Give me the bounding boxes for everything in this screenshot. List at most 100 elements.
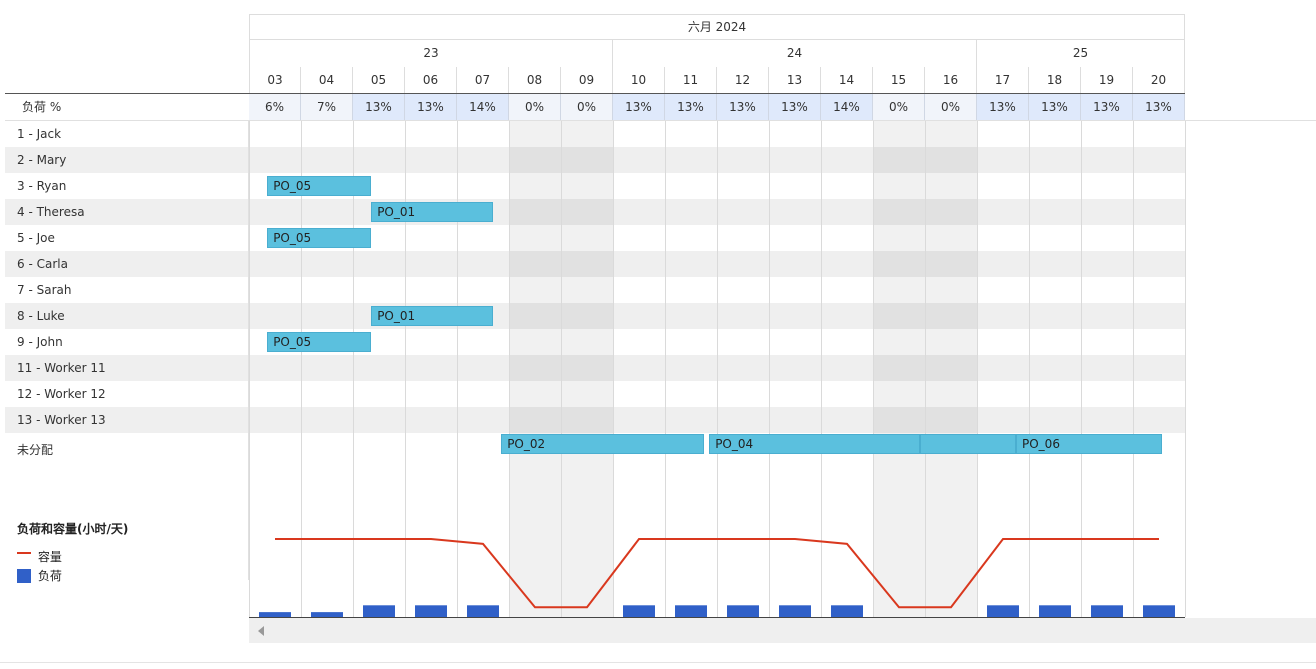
load-percent-cell: 13%	[353, 94, 405, 120]
day-label: 18	[1029, 67, 1081, 93]
weekend-column	[509, 121, 561, 617]
load-bar	[311, 612, 343, 617]
row-stripe	[5, 303, 1185, 329]
load-percent-cell: 13%	[1081, 94, 1133, 120]
unassigned-label: 未分配	[17, 443, 54, 457]
day-label: 14	[821, 67, 873, 93]
week-label: 23	[249, 40, 613, 67]
load-bar	[1143, 605, 1175, 617]
task-bar[interactable]: PO_01	[371, 202, 494, 222]
load-capacity-chart	[249, 538, 1185, 618]
task-bar[interactable]	[919, 434, 1016, 454]
load-bar	[1091, 605, 1123, 617]
day-label: 07	[457, 67, 509, 93]
worker-label: 4 - Theresa	[17, 205, 85, 219]
worker-label: 3 - Ryan	[17, 179, 67, 193]
load-bar	[623, 605, 655, 617]
worker-label: 2 - Mary	[17, 153, 67, 167]
load-bar	[363, 605, 395, 617]
line-swatch-icon	[17, 551, 31, 554]
month-label: 六月 2024	[687, 20, 747, 34]
task-bar[interactable]: PO_05	[267, 332, 372, 352]
grid-line	[873, 121, 874, 617]
grid-line	[353, 121, 354, 617]
chart-title: 负荷和容量(小时/天)	[17, 522, 129, 536]
legend-capacity: 容量	[17, 548, 62, 565]
day-label: 12	[717, 67, 769, 93]
grid-line	[405, 121, 406, 617]
day-label: 04	[301, 67, 353, 93]
load-bar	[675, 605, 707, 617]
grid-line	[717, 121, 718, 617]
load-percent-cell: 13%	[405, 94, 457, 120]
worker-label: 5 - Joe	[17, 231, 55, 245]
task-bar[interactable]: PO_02	[501, 434, 704, 454]
day-label: 16	[925, 67, 977, 93]
load-bar	[727, 605, 759, 617]
weekend-column	[873, 121, 925, 617]
load-percent-cell: 6%	[249, 94, 301, 120]
task-bar[interactable]: PO_05	[267, 176, 372, 196]
grid-line	[1133, 121, 1134, 617]
day-label: 13	[769, 67, 821, 93]
load-bar	[831, 605, 863, 617]
grid-line	[1081, 121, 1082, 617]
load-row-bottom-line	[5, 120, 1316, 121]
task-bar[interactable]: PO_06	[1016, 434, 1162, 454]
square-swatch-icon	[17, 568, 31, 583]
row-stripe	[5, 407, 1185, 433]
day-label: 19	[1081, 67, 1133, 93]
week-label: 24	[613, 40, 977, 67]
grid-line	[301, 121, 302, 617]
day-label: 10	[613, 67, 665, 93]
row-stripe	[5, 147, 1185, 173]
day-label: 06	[405, 67, 457, 93]
load-percent-cell: 13%	[717, 94, 769, 120]
day-header: 03 04 05 06 07 08 09 10 11 12 13 14 15 16 17 18 19 20	[249, 67, 1185, 93]
grid-line	[665, 121, 666, 617]
scroll-left-icon[interactable]	[258, 626, 264, 636]
load-percent-cell: 0%	[925, 94, 977, 120]
row-stripe	[5, 355, 1185, 381]
task-bar[interactable]: PO_05	[267, 228, 372, 248]
load-percent-cell: 13%	[613, 94, 665, 120]
load-percent-cell: 14%	[457, 94, 509, 120]
load-percent-cell: 13%	[1029, 94, 1081, 120]
legend-capacity-label: 容量	[37, 550, 62, 564]
grid-line	[509, 121, 510, 617]
load-percent-cell: 0%	[561, 94, 613, 120]
legend-load: 负荷	[17, 567, 62, 584]
load-bar	[779, 605, 811, 617]
worker-label: 13 - Worker 13	[17, 413, 106, 427]
month-header: 六月 2024	[249, 14, 1185, 40]
load-percent-cell: 14%	[821, 94, 873, 120]
day-label: 11	[665, 67, 717, 93]
load-bar	[467, 605, 499, 617]
worker-label: 7 - Sarah	[17, 283, 72, 297]
legend-load-label: 负荷	[37, 569, 62, 583]
week-header: 23 24 25	[249, 40, 1185, 67]
day-label: 15	[873, 67, 925, 93]
row-stripe	[5, 251, 1185, 277]
week-label: 25	[977, 40, 1185, 67]
task-bar[interactable]: PO_01	[371, 306, 494, 326]
load-bar	[259, 612, 291, 617]
day-label: 08	[509, 67, 561, 93]
load-row-label: 负荷 %	[22, 100, 62, 114]
day-label: 05	[353, 67, 405, 93]
grid-line	[561, 121, 562, 617]
grid-line	[1029, 121, 1030, 617]
worker-label: 9 - John	[17, 335, 63, 349]
task-bar[interactable]: PO_04	[709, 434, 920, 454]
load-bar	[1039, 605, 1071, 617]
load-percent-cell: 7%	[301, 94, 353, 120]
horizontal-scrollbar[interactable]	[249, 618, 1316, 643]
left-panel-border	[248, 121, 249, 580]
grid-line	[457, 121, 458, 617]
weekend-column	[561, 121, 613, 617]
grid-line	[249, 121, 250, 617]
row-stripe	[5, 199, 1185, 225]
load-bar	[987, 605, 1019, 617]
load-percent-cell: 13%	[977, 94, 1029, 120]
